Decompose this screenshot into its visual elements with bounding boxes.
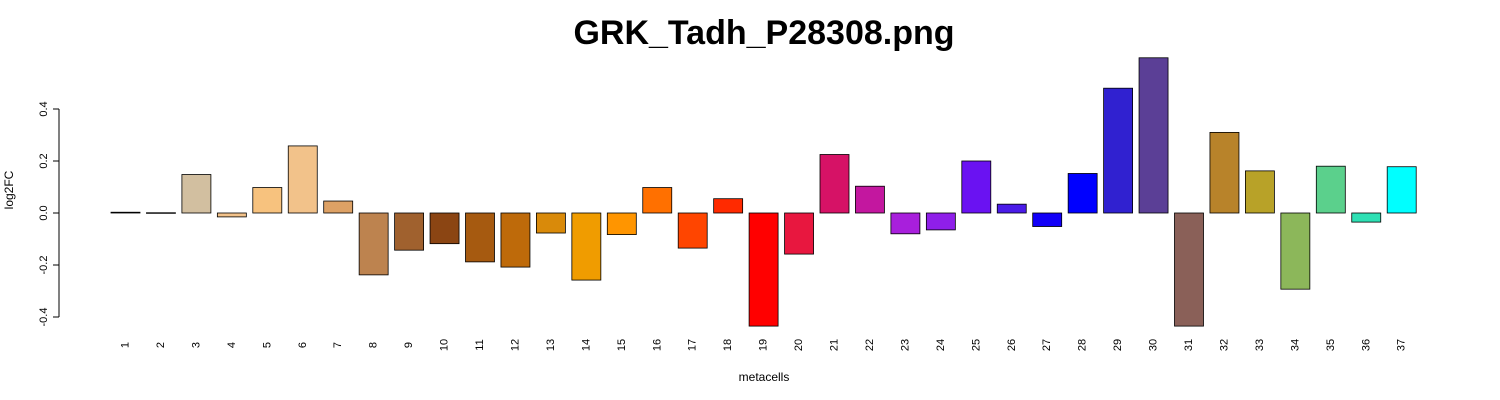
bar-21: [819, 154, 850, 214]
bar-34: [1280, 212, 1311, 290]
x-tick-label: 20: [793, 339, 805, 351]
bar-12: [500, 212, 531, 268]
y-tick-label: 0.0: [38, 205, 50, 220]
bar-35: [1315, 165, 1346, 214]
x-tick-label: 16: [651, 339, 663, 351]
bar-9: [394, 212, 425, 251]
bar-17: [677, 212, 708, 249]
bar-6: [287, 145, 318, 214]
bar-32: [1209, 131, 1240, 214]
x-tick-labels: 1 2 3 4 5 6 7 8 9 10 11 12 13 14 15 16 17 18 19 20 21 22 23 24 2…: [120, 339, 1408, 351]
y-tick-label: 0.4: [38, 101, 50, 116]
bar-11: [465, 212, 495, 263]
x-tick-label: 2: [155, 342, 167, 348]
y-tick-label: -0.4: [38, 308, 50, 327]
x-tick-label: 24: [935, 339, 947, 351]
x-tick-label: 18: [722, 339, 734, 351]
bar-23: [890, 212, 921, 235]
bar-18: [713, 198, 744, 214]
x-tick-label: 34: [1289, 339, 1301, 351]
x-tick-label: 3: [190, 342, 202, 348]
bar-5: [252, 187, 283, 214]
bar-36: [1351, 212, 1382, 223]
bar-22: [855, 185, 885, 214]
bar-20: [784, 212, 814, 255]
x-tick-label: 1: [120, 342, 132, 348]
y-axis: -0.4 -0.2 0.0 0.2 0.4: [38, 101, 60, 327]
x-tick-label: 9: [403, 342, 415, 348]
bar-25: [961, 160, 992, 214]
x-tick-label: 14: [580, 339, 592, 351]
bar-27: [1032, 212, 1063, 227]
bar-1: [110, 211, 141, 214]
x-tick-label: 35: [1325, 339, 1337, 351]
bar-16: [642, 187, 673, 214]
bar-37: [1386, 166, 1417, 214]
x-tick-label: 4: [226, 342, 238, 348]
x-tick-label: 30: [1148, 339, 1160, 351]
y-tick-label: -0.2: [38, 256, 50, 275]
x-tick-label: 36: [1360, 339, 1372, 351]
bars: [110, 57, 1417, 327]
x-tick-label: 8: [368, 342, 380, 348]
x-tick-label: 21: [829, 339, 841, 351]
bar-29: [1103, 87, 1133, 214]
bar-4: [216, 212, 247, 218]
bar-14: [571, 212, 602, 281]
bar-30: [1138, 57, 1169, 214]
bar-28: [1067, 173, 1098, 214]
x-tick-label: 25: [970, 339, 982, 351]
x-axis-label: metacells: [739, 370, 790, 384]
bar-24: [925, 212, 956, 231]
x-tick-label: 13: [545, 339, 557, 351]
x-tick-label: 5: [261, 342, 273, 348]
bar-15: [606, 212, 637, 235]
bar-8: [358, 212, 389, 276]
x-tick-label: 31: [1183, 339, 1195, 351]
x-tick-label: 7: [332, 342, 344, 348]
x-tick-label: 12: [509, 339, 521, 351]
x-tick-label: 15: [616, 339, 628, 351]
x-tick-label: 29: [1112, 339, 1124, 351]
bar-2: [146, 212, 176, 214]
y-tick-label: 0.2: [38, 153, 50, 168]
bar-31: [1174, 212, 1204, 327]
x-tick-label: 26: [1006, 339, 1018, 351]
x-tick-label: 10: [439, 339, 451, 351]
bar-7: [323, 200, 354, 214]
x-tick-label: 11: [474, 339, 486, 350]
x-tick-label: 23: [899, 339, 911, 351]
x-tick-label: 19: [758, 339, 770, 351]
bar-19: [748, 212, 779, 327]
bar-26: [996, 203, 1027, 214]
x-tick-label: 37: [1396, 339, 1408, 351]
x-tick-label: 22: [864, 339, 876, 351]
bar-33: [1245, 170, 1275, 214]
bar-3: [181, 174, 212, 214]
bar-10: [429, 212, 460, 245]
x-tick-label: 28: [1077, 339, 1089, 351]
x-tick-label: 6: [297, 342, 309, 348]
chart-title: GRK_Tadh_P28308.png: [573, 14, 954, 52]
x-tick-label: 17: [687, 339, 699, 351]
bar-13: [536, 212, 566, 234]
y-axis-label: log2FC: [2, 170, 16, 209]
x-tick-label: 33: [1254, 339, 1266, 351]
x-tick-label: 32: [1218, 339, 1230, 351]
x-tick-label: 27: [1041, 339, 1053, 351]
